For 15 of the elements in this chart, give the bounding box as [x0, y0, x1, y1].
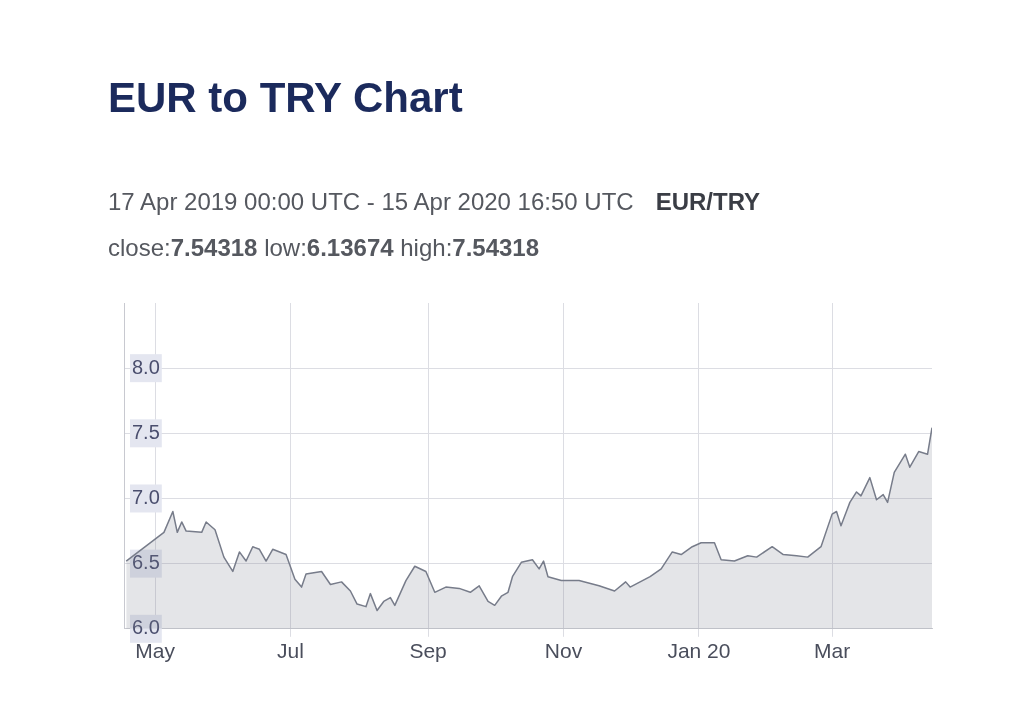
- y-tick-label: 7.0: [132, 486, 160, 508]
- x-tick-label: Sep: [409, 639, 447, 663]
- text: EUR/TRY: [655, 188, 761, 215]
- y-tick-label: 6.5: [132, 551, 160, 574]
- x-tick-label: Jul: [277, 639, 304, 663]
- x-tick-label: Jan 20: [667, 639, 731, 663]
- x-tick-label: May: [135, 639, 176, 663]
- chart-subtitle: 17 Apr 2019 00:00 UTC - 15 Apr 2020 16:50 UTC: [108, 188, 634, 215]
- y-tick-label: 8.0: [132, 355, 160, 378]
- chart-title: EUR to TRY Chart: [108, 74, 463, 122]
- y-tick-label: 7.5: [132, 420, 160, 443]
- y-tick-label: 6.0: [132, 616, 160, 639]
- x-tick-label: Nov: [544, 639, 583, 663]
- x-tick-label: Mar: [814, 639, 851, 663]
- text: close:7.54318 low:6.13674 high:7.54318: [108, 234, 540, 261]
